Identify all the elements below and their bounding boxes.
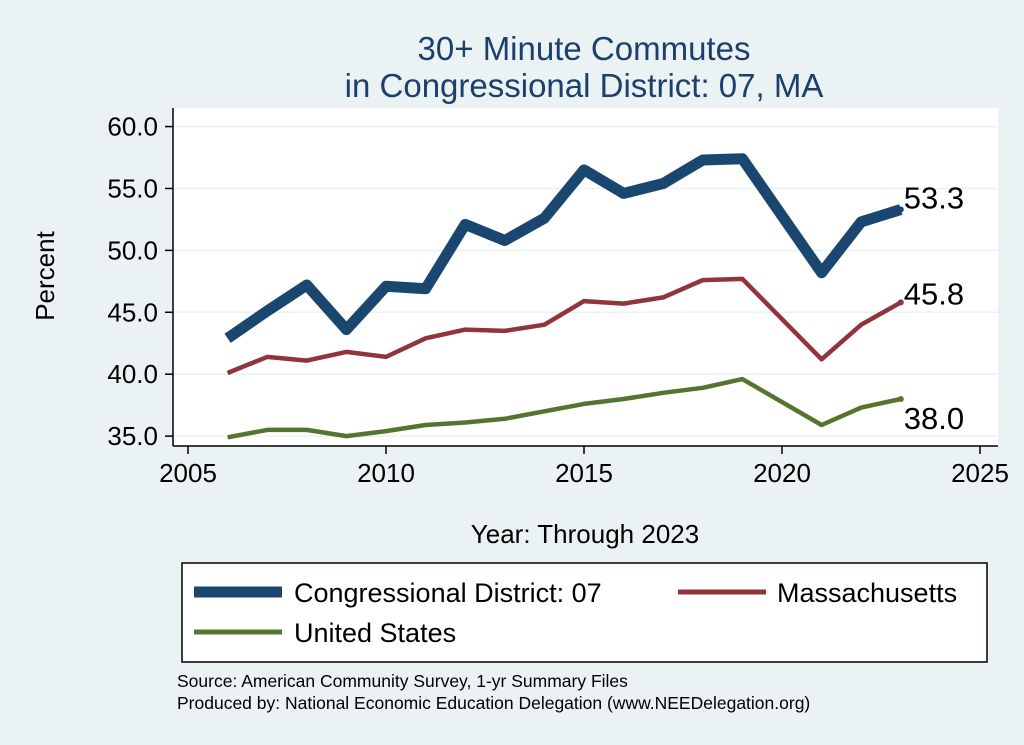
series-line-district: [224, 153, 903, 343]
end-label-united-states: 38.0: [904, 401, 964, 436]
series-line-united-states: [227, 376, 902, 440]
end-label-massachusetts: 45.8: [904, 276, 964, 311]
legend-label-united-states: United States: [294, 618, 456, 648]
series-end-point-united-states: [897, 395, 904, 402]
x-tick-label: 2010: [357, 458, 415, 488]
gridlines: [173, 125, 998, 437]
y-tick-label: 40.0: [107, 359, 158, 389]
producer-note: Produced by: National Economic Education…: [177, 693, 810, 713]
x-tick-label: 2005: [159, 458, 217, 488]
series-lines: [224, 153, 903, 440]
plot-area: [173, 108, 998, 446]
x-axis-title: Year: Through 2023: [471, 519, 699, 549]
end-label-district: 53.3: [904, 181, 964, 216]
legend-box: [181, 562, 988, 663]
source-note: Source: American Community Survey, 1-yr …: [177, 671, 628, 691]
y-tick-label: 55.0: [107, 173, 158, 203]
y-axis-ticks: 35.0 40.0 45.0 50.0 55.0 60.0: [107, 112, 173, 451]
x-tick-label: 2015: [555, 458, 613, 488]
legend-item-massachusetts: Massachusetts: [678, 578, 957, 608]
y-tick-label: 50.0: [107, 235, 158, 265]
series-end-point-massachusetts: [897, 299, 904, 306]
legend-item-district: Congressional District: 07: [194, 578, 602, 608]
y-tick-label: 35.0: [107, 421, 158, 451]
series-end-point-district: [897, 206, 904, 213]
chart-title-line1: 30+ Minute Commutes: [418, 30, 751, 67]
x-axis-ticks: 2005 2010 2015 2020 2025: [159, 446, 1009, 488]
legend-label-district: Congressional District: 07: [294, 578, 602, 608]
chart-title-line2: in Congressional District: 07, MA: [345, 67, 824, 104]
end-labels: 53.3 45.8 38.0: [897, 181, 964, 436]
legend-label-massachusetts: Massachusetts: [777, 578, 957, 608]
legend-item-united-states: United States: [194, 618, 456, 648]
x-tick-label: 2020: [753, 458, 811, 488]
y-tick-label: 45.0: [107, 297, 158, 327]
y-axis-title: Percent: [30, 230, 60, 320]
x-tick-label: 2025: [951, 458, 1009, 488]
series-line-massachusetts: [226, 276, 902, 376]
y-tick-label: 60.0: [107, 112, 158, 142]
